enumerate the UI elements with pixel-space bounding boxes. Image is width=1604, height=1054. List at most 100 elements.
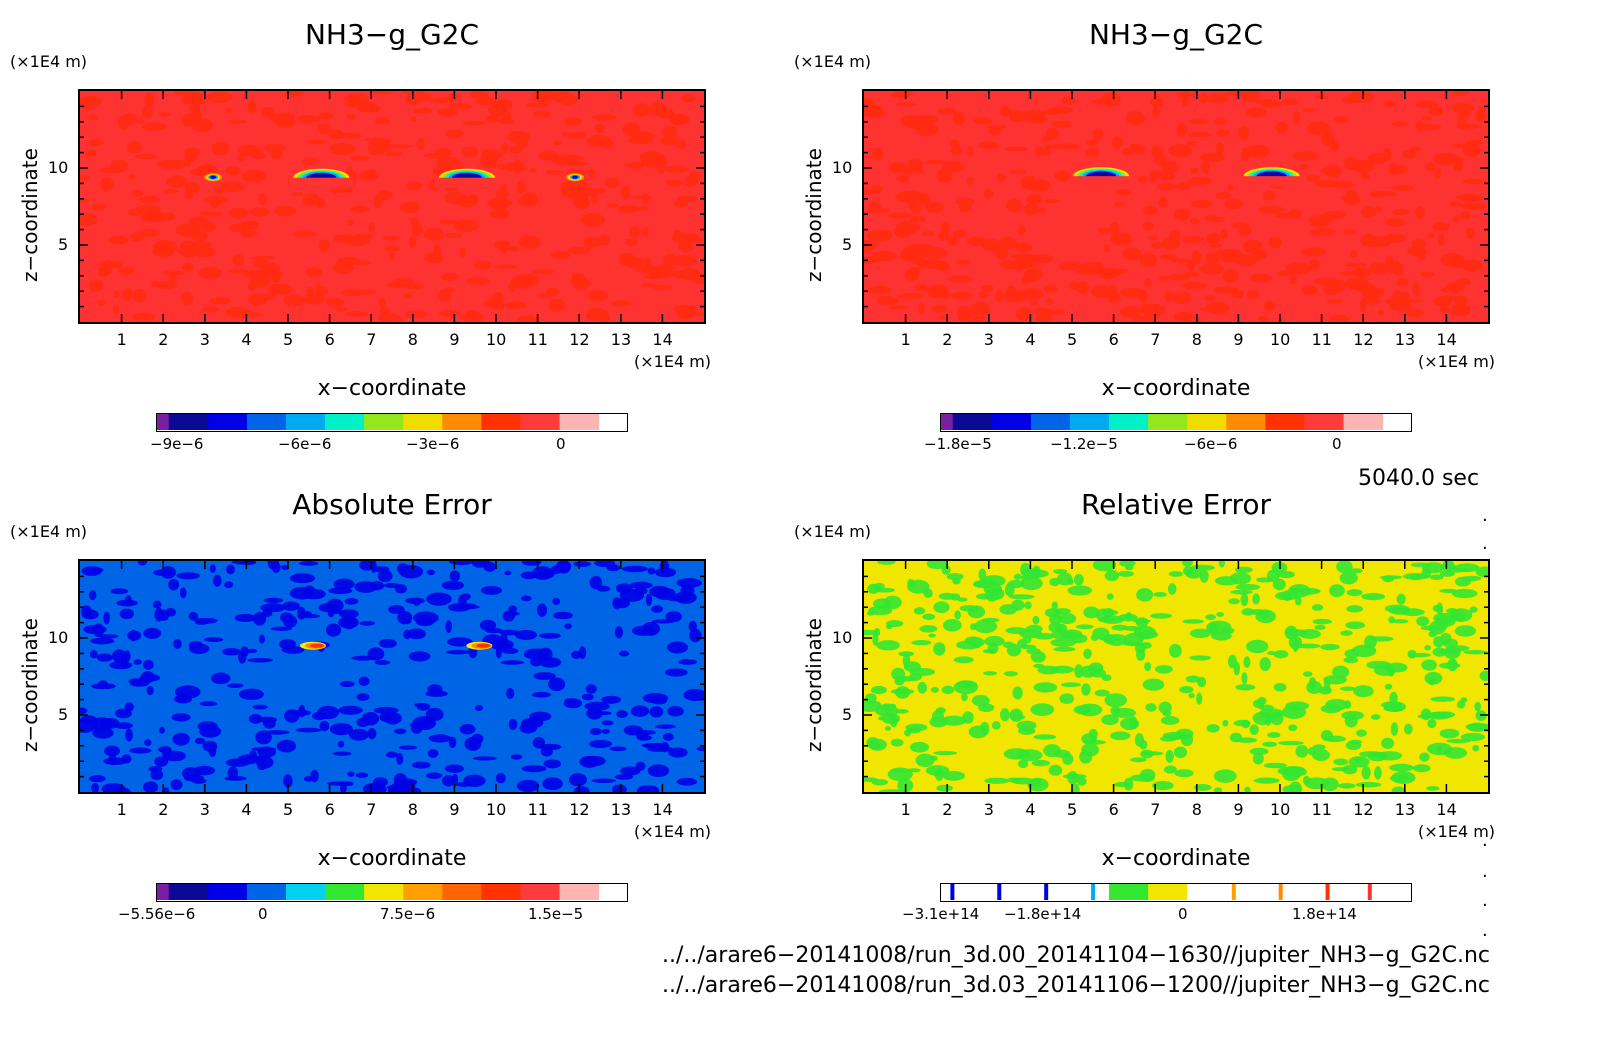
heatmap-cell <box>1409 652 1431 658</box>
heatmap-cell <box>1440 295 1461 302</box>
x-tick-label: 7 <box>366 800 377 819</box>
heatmap-cell <box>1348 739 1363 745</box>
heatmap-cell <box>144 739 152 747</box>
heatmap-cell <box>1419 752 1430 762</box>
heatmap-cell <box>889 715 898 723</box>
heatmap-cell <box>103 745 121 757</box>
heatmap-cell <box>1043 144 1067 149</box>
heatmap-cell <box>426 592 452 606</box>
heatmap-cell <box>1396 278 1409 287</box>
heatmap-cell <box>1033 734 1057 740</box>
heatmap-cell <box>924 201 944 213</box>
chart-panel: NH3−g_G2C (×1E4 m) z−coordinate 1 2 3 4 5 6 7 8 9 10… <box>0 0 784 470</box>
heatmap-cell <box>1388 162 1400 175</box>
heatmap-cell <box>137 561 148 566</box>
heatmap-cell <box>332 186 339 194</box>
heatmap-cell <box>1452 612 1466 621</box>
heatmap-cell <box>1090 285 1112 298</box>
colorbar-tick-label: 0 <box>1332 435 1342 453</box>
heatmap-cell <box>907 727 921 734</box>
x-tick-label: 12 <box>1353 330 1374 349</box>
heatmap-cell <box>933 750 958 756</box>
heatmap-cell <box>1246 639 1269 654</box>
heatmap-cell <box>502 110 512 121</box>
heatmap-cell <box>1150 613 1172 619</box>
heatmap-cell <box>397 786 422 792</box>
heatmap-cell <box>412 598 421 606</box>
heatmap-cell <box>1440 617 1449 630</box>
heatmap-cell <box>629 131 656 142</box>
heatmap-cell <box>374 660 391 665</box>
heatmap-cell <box>994 246 1009 260</box>
heatmap-cell <box>1381 737 1395 749</box>
heatmap-cell <box>212 574 222 587</box>
heatmap-cell <box>1420 271 1435 277</box>
heatmap-cell <box>404 310 429 319</box>
heatmap-cell <box>289 709 312 716</box>
colorbar-segment <box>1226 884 1266 900</box>
chart-title: NH3−g_G2C <box>1088 18 1264 51</box>
heatmap-cell <box>133 659 143 665</box>
x-tick-label: 13 <box>610 330 632 349</box>
heatmap-feature <box>572 175 579 179</box>
colorbar-segment <box>1069 414 1110 430</box>
heatmap-cell <box>1333 758 1349 766</box>
heatmap-cell <box>933 642 946 656</box>
heatmap-cell <box>1144 278 1152 288</box>
heatmap-cell <box>941 685 955 695</box>
heatmap-cell <box>1392 208 1410 216</box>
heatmap-cell <box>141 122 168 131</box>
heatmap-cell <box>115 708 132 719</box>
heatmap-cell <box>110 588 129 595</box>
heatmap-cell <box>1474 701 1482 712</box>
heatmap-cell <box>1134 644 1146 654</box>
heatmap-cell <box>545 170 565 175</box>
heatmap-svg <box>864 91 1488 322</box>
x-tick-label: 4 <box>1025 330 1036 349</box>
heatmap-cell <box>1020 576 1043 591</box>
heatmap-cell <box>531 691 551 698</box>
heatmap-cell <box>1103 244 1110 253</box>
heatmap-cell <box>1186 141 1198 146</box>
heatmap-cell <box>1104 693 1127 708</box>
heatmap-cell <box>296 115 321 123</box>
heatmap-cell <box>263 717 276 729</box>
heatmap-cell <box>678 241 694 253</box>
heatmap-cell <box>604 177 621 188</box>
heatmap-cell <box>319 720 330 732</box>
heatmap-cell <box>538 569 555 579</box>
heatmap-cell <box>1298 629 1321 639</box>
heatmap-cell <box>1251 250 1266 261</box>
x-tick-label: 2 <box>158 800 169 819</box>
heatmap-cell <box>641 282 658 288</box>
heatmap-feature-mask <box>434 177 499 188</box>
heatmap-cell <box>876 295 899 305</box>
heatmap-cell <box>952 112 965 126</box>
heatmap-cell <box>256 755 266 762</box>
heatmap-cell <box>1151 242 1164 249</box>
y-unit-label: (×1E4 m) <box>10 522 88 541</box>
x-tick-label: 8 <box>407 330 418 349</box>
heatmap-cell <box>1003 290 1028 303</box>
colorbar-segment <box>1187 414 1227 430</box>
heatmap-cell <box>655 724 676 729</box>
heatmap-cell <box>1162 710 1172 717</box>
heatmap-cell <box>343 93 370 103</box>
heatmap-cell <box>1112 707 1136 718</box>
heatmap-cell <box>571 277 591 290</box>
heatmap-cell <box>589 739 612 749</box>
heatmap-cell <box>1344 649 1360 659</box>
heatmap-cell <box>495 187 509 199</box>
heatmap-cell <box>1182 236 1204 244</box>
heatmap-cell <box>206 91 233 103</box>
heatmap-cell <box>1122 247 1142 261</box>
colorbar-tick-label: −3.1e+14 <box>902 905 980 923</box>
heatmap-cell <box>246 648 258 654</box>
heatmap-cell <box>1043 744 1061 758</box>
heatmap-cell <box>930 686 939 693</box>
heatmap-cell <box>98 634 119 639</box>
chart-panel: Relative Error (×1E4 m) z−coordinate 1 2 3 4 5 6… <box>784 470 1568 940</box>
heatmap-cell <box>1210 216 1225 223</box>
heatmap-cell <box>1325 698 1349 711</box>
heatmap-cell <box>97 299 106 307</box>
